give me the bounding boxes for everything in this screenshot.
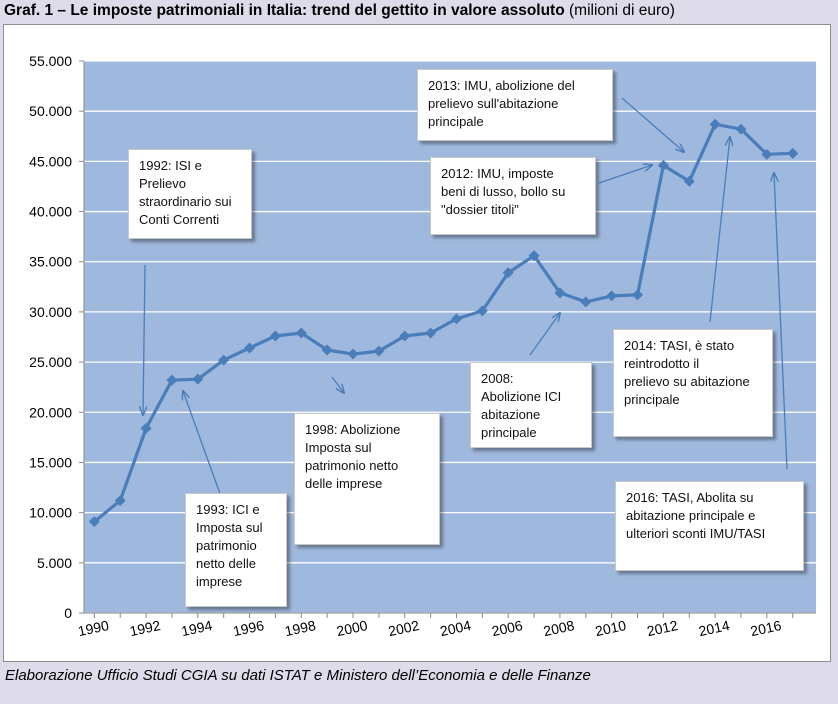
data-point <box>218 354 230 366</box>
x-tick-label: 2012 <box>645 617 679 639</box>
x-tick-label: 1996 <box>232 617 266 639</box>
annotation-2016: 2016: TASI, Abolita su abitazione princi… <box>615 481 804 571</box>
data-point <box>450 313 462 325</box>
chart-frame: 0 5.000 10.000 15.000 20.000 25.000 30.000 35.0… <box>3 24 831 662</box>
data-point <box>502 267 514 279</box>
series-line <box>93 122 793 523</box>
y-tick-label: 45.000 <box>29 153 72 169</box>
data-point <box>683 175 695 187</box>
annotation-2014: 2014: TASI, è stato reintrodotto il prel… <box>613 329 773 437</box>
annotation-1998: 1998: Abolizione Imposta sul patrimonio … <box>294 413 440 545</box>
data-point <box>140 422 152 434</box>
annotation-2013: 2013: IMU, abolizione del prelievo sull'… <box>417 69 613 141</box>
data-point <box>192 373 204 385</box>
data-point <box>244 342 256 354</box>
data-point <box>528 250 540 262</box>
annotation-2012: 2012: IMU, imposte beni di lusso, bollo … <box>430 157 596 235</box>
source-note: Elaborazione Ufficio Studi CGIA su dati … <box>5 667 591 684</box>
annotation-arrow <box>331 376 344 393</box>
x-tick-label: 2010 <box>594 617 628 639</box>
y-tick-label: 40.000 <box>29 204 72 220</box>
data-point <box>787 147 799 159</box>
data-point <box>347 348 359 360</box>
annotation-arrow <box>598 165 652 184</box>
data-point <box>761 148 773 160</box>
y-tick-label: 50.000 <box>29 103 72 119</box>
x-tick-label: 2002 <box>387 617 421 639</box>
data-point <box>606 290 618 302</box>
y-tick-label: 25.000 <box>29 354 72 370</box>
data-point <box>88 516 100 528</box>
x-tick-label: 2016 <box>749 617 783 639</box>
y-tick-label: 0 <box>64 605 72 621</box>
data-point <box>166 374 178 386</box>
data-point <box>632 289 644 301</box>
annotation-arrow <box>774 173 788 470</box>
data-point <box>580 296 592 308</box>
x-tick-label: 1998 <box>283 617 317 639</box>
y-tick-label: 15.000 <box>29 454 72 470</box>
y-axis-labels: 0 5.000 10.000 15.000 20.000 25.000 30.000 35.0… <box>29 53 72 621</box>
data-point <box>657 159 669 171</box>
data-point <box>373 345 385 357</box>
x-tick-label: 2014 <box>697 617 731 639</box>
data-point <box>269 330 281 342</box>
annotation-2008: 2008: Abolizione ICI abitazione principa… <box>470 362 592 448</box>
x-tick-label: 2000 <box>335 617 369 639</box>
x-axis-labels: 1990 1992 1994 1996 1998 2000 2002 2004 2006 2008… <box>76 617 783 639</box>
x-tick-label: 1992 <box>128 617 162 639</box>
chart-title: Graf. 1 – Le imposte patrimoniali in Ita… <box>4 2 675 20</box>
x-tick-label: 2004 <box>439 617 473 639</box>
data-point <box>114 495 126 507</box>
data-point <box>709 118 721 130</box>
y-tick-label: 5.000 <box>37 555 72 571</box>
data-point <box>399 330 411 342</box>
data-point <box>295 327 307 339</box>
x-tick-label: 1990 <box>76 617 110 639</box>
data-point <box>321 344 333 356</box>
annotation-arrow <box>143 264 145 415</box>
data-point <box>735 123 747 135</box>
y-tick-label: 20.000 <box>29 404 72 420</box>
data-point <box>476 305 488 317</box>
x-tick-label: 2006 <box>490 617 524 639</box>
annotation-1993: 1993: ICI e Imposta sul patrimonio netto… <box>185 493 287 607</box>
annotation-1992: 1992: ISI e Prelievo straordinario sui C… <box>128 149 252 239</box>
annotation-arrow <box>529 313 560 356</box>
annotation-arrow <box>621 97 684 152</box>
data-point-markers <box>88 118 799 528</box>
axes <box>79 60 816 618</box>
y-tick-label: 10.000 <box>29 505 72 521</box>
chart-title-unit: (milioni di euro) <box>564 2 675 19</box>
annotation-arrow <box>709 137 730 323</box>
y-tick-label: 35.000 <box>29 254 72 270</box>
y-tick-label: 55.000 <box>29 53 72 69</box>
y-tick-label: 30.000 <box>29 304 72 320</box>
chart-title-main: Graf. 1 – Le imposte patrimoniali in Ita… <box>4 2 565 19</box>
x-tick-label: 1994 <box>180 617 214 639</box>
data-point <box>554 287 566 299</box>
data-point <box>425 327 437 339</box>
x-tick-label: 2008 <box>542 617 576 639</box>
